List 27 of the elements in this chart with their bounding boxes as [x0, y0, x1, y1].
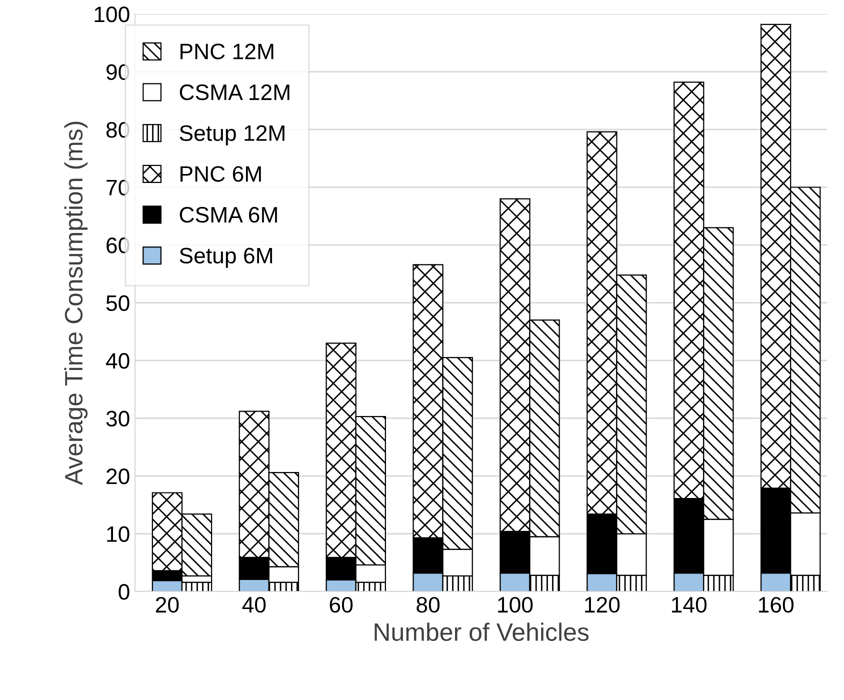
x-tick-label: 160 — [758, 596, 794, 613]
x-tick-label: 40 — [242, 596, 266, 613]
y-tick-label: 20 — [106, 468, 130, 484]
legend-label: PNC 6M — [180, 166, 261, 182]
legend-label: Setup 6M — [180, 248, 272, 268]
y-tick-label: 60 — [106, 238, 130, 254]
x-tick-label: 140 — [672, 596, 707, 613]
x-tick-label: 120 — [585, 596, 620, 613]
x-tick-label: 60 — [330, 596, 353, 613]
y-tick-label: 100 — [94, 6, 130, 22]
x-tick-label: 20 — [156, 596, 179, 613]
legend-label: CSMA 6M — [180, 206, 277, 223]
x-tick-label: 100 — [498, 596, 533, 613]
x-tick-label: 80 — [416, 596, 440, 613]
legend-label: PNC 12M — [180, 44, 274, 60]
legend-label: Setup 12M — [180, 125, 284, 146]
y-tick-label: 30 — [106, 410, 130, 427]
y-tick-label: 40 — [106, 353, 130, 369]
y-tick-label: 50 — [106, 295, 130, 312]
y-tick-label: 70 — [106, 180, 130, 196]
y-tick-label: 0 — [118, 584, 130, 600]
legend-label: CSMA 12M — [180, 84, 290, 100]
y-axis-title: Average Time Consumption (ms) — [64, 122, 88, 486]
y-tick-label: 80 — [106, 122, 130, 138]
x-axis-title: Number of Vehicles — [374, 622, 589, 641]
y-tick-label: 90 — [106, 64, 130, 80]
y-tick-label: 10 — [107, 526, 130, 542]
